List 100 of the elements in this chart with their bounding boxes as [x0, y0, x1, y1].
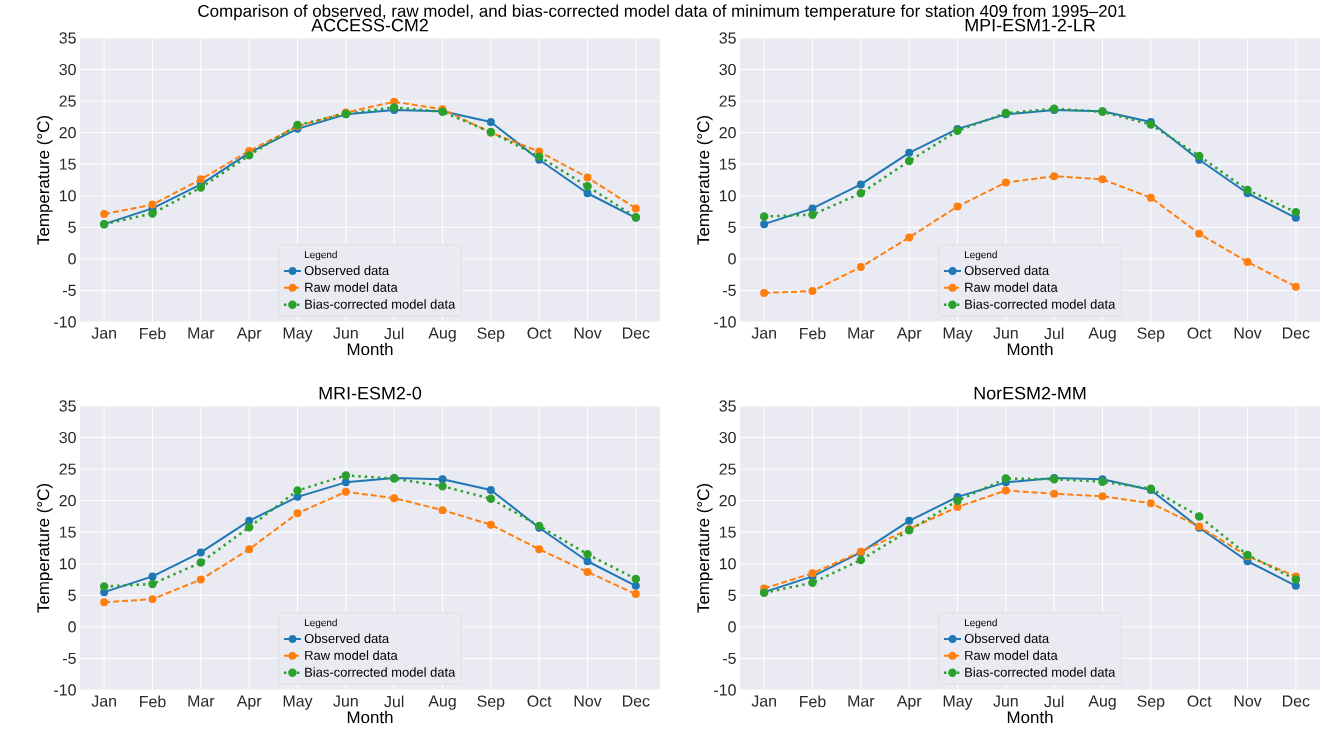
- legend-label: Raw model data: [305, 282, 398, 292]
- y-tick-label: 10: [59, 558, 76, 570]
- legend-label: Bias-corrected model data: [305, 299, 456, 309]
- y-tick-label: 5: [728, 589, 736, 601]
- x-tick-label: Sep: [477, 327, 505, 342]
- legend-title: Legend: [304, 250, 337, 261]
- x-tick-label: Jan: [91, 327, 116, 339]
- x-tick-label: Jan: [751, 327, 776, 339]
- y-tick-label: 30: [59, 431, 76, 444]
- x-tick-label: May: [943, 695, 973, 710]
- legend-label: Observed data: [964, 633, 1050, 644]
- x-tick-label: Mar: [848, 327, 875, 339]
- y-tick-label: 30: [719, 431, 736, 444]
- y-tick-label: 0: [728, 621, 736, 633]
- x-tick-label: Dec: [622, 695, 650, 707]
- y-tick-label: -5: [723, 284, 736, 296]
- y-tick-label: 15: [59, 158, 76, 170]
- x-tick-label: Jul: [384, 695, 404, 708]
- x-tick-label: Aug: [1088, 695, 1116, 710]
- legend-label: Observed data: [304, 265, 390, 276]
- y-tick-label: -5: [63, 652, 76, 664]
- legend-label: Bias-corrected model data: [965, 667, 1116, 677]
- y-axis-title: Temperature (°C): [696, 484, 713, 613]
- legend-label: Observed data: [304, 633, 390, 644]
- y-tick-label: 10: [59, 190, 76, 202]
- y-tick-label: 20: [59, 127, 76, 139]
- x-tick-label: Feb: [800, 327, 826, 340]
- y-tick-label: 25: [719, 463, 736, 475]
- chart-title: MPI-ESM1-2-LR: [965, 18, 1095, 32]
- y-tick-label: -10: [714, 316, 736, 328]
- chart-title: NorESM2-MM: [974, 386, 1086, 400]
- x-tick-label: Dec: [1282, 695, 1310, 707]
- x-tick-label: Oct: [1187, 327, 1212, 339]
- x-tick-label: Oct: [527, 327, 552, 339]
- y-tick-label: 15: [719, 526, 736, 538]
- x-tick-label: Jun: [333, 695, 358, 707]
- y-axis-title: Temperature (°C): [36, 116, 53, 245]
- y-tick-label: 25: [59, 95, 76, 107]
- y-tick-label: 0: [68, 621, 76, 633]
- y-axis-title: Temperature (°C): [36, 484, 53, 613]
- x-tick-label: Mar: [848, 695, 875, 707]
- x-tick-label: Oct: [527, 695, 552, 707]
- x-tick-label: Nov: [1234, 327, 1262, 339]
- y-tick-label: -10: [54, 316, 76, 328]
- y-tick-label: 5: [68, 589, 76, 601]
- x-tick-label: Sep: [1137, 327, 1165, 342]
- legend-label: Raw model data: [965, 282, 1058, 292]
- y-tick-label: 0: [68, 253, 76, 265]
- x-tick-label: Aug: [428, 695, 456, 710]
- y-tick-label: 10: [719, 190, 736, 202]
- y-tick-label: 35: [719, 400, 736, 412]
- x-tick-label: May: [943, 327, 973, 342]
- x-axis-title: Month: [347, 710, 393, 724]
- x-tick-label: Nov: [574, 327, 602, 339]
- x-tick-label: Mar: [188, 695, 215, 707]
- x-tick-label: Feb: [140, 327, 166, 340]
- x-tick-label: Feb: [140, 695, 166, 708]
- x-tick-label: Sep: [477, 695, 505, 710]
- legend-label: Bias-corrected model data: [305, 667, 456, 677]
- y-tick-label: 20: [719, 127, 736, 139]
- x-axis-title: Month: [1007, 342, 1053, 356]
- legend-label: Raw model data: [965, 650, 1058, 660]
- legend-title: Legend: [964, 618, 997, 629]
- x-tick-label: Oct: [1187, 695, 1212, 707]
- y-tick-label: 20: [719, 495, 736, 507]
- x-tick-label: Dec: [622, 327, 650, 339]
- y-tick-label: -10: [714, 684, 736, 696]
- y-tick-label: 0: [728, 253, 736, 265]
- x-tick-label: Jul: [1044, 327, 1064, 340]
- x-tick-label: May: [283, 327, 313, 342]
- x-tick-label: Dec: [1282, 327, 1310, 339]
- y-tick-label: 30: [59, 63, 76, 76]
- y-tick-label: 25: [719, 95, 736, 107]
- legend-label: Observed data: [964, 265, 1050, 276]
- x-tick-label: Jul: [384, 327, 404, 340]
- x-tick-label: Jun: [993, 695, 1018, 707]
- x-axis-title: Month: [347, 342, 393, 356]
- x-tick-label: Apr: [896, 695, 922, 710]
- y-tick-label: 5: [68, 221, 76, 233]
- chart-title: MRI-ESM2-0: [319, 386, 422, 400]
- x-tick-label: Aug: [1088, 327, 1116, 342]
- x-tick-label: May: [283, 695, 313, 710]
- x-tick-label: Apr: [236, 327, 262, 342]
- y-tick-label: 30: [719, 63, 736, 76]
- y-tick-label: -5: [723, 652, 736, 664]
- y-tick-label: 15: [59, 526, 76, 538]
- x-tick-label: Feb: [800, 695, 826, 708]
- x-tick-label: Jun: [333, 327, 358, 339]
- y-tick-label: 5: [728, 221, 736, 233]
- x-tick-label: Nov: [1234, 695, 1262, 707]
- y-tick-label: -5: [63, 284, 76, 296]
- x-axis-title: Month: [1007, 710, 1053, 724]
- y-tick-label: 35: [719, 32, 736, 44]
- y-tick-label: 35: [59, 400, 76, 412]
- x-tick-label: Jan: [91, 695, 116, 707]
- x-tick-label: Mar: [188, 327, 215, 339]
- legend-title: Legend: [964, 250, 997, 261]
- y-tick-label: 25: [59, 463, 76, 475]
- legend-label: Raw model data: [305, 650, 398, 660]
- x-tick-label: Sep: [1137, 695, 1165, 710]
